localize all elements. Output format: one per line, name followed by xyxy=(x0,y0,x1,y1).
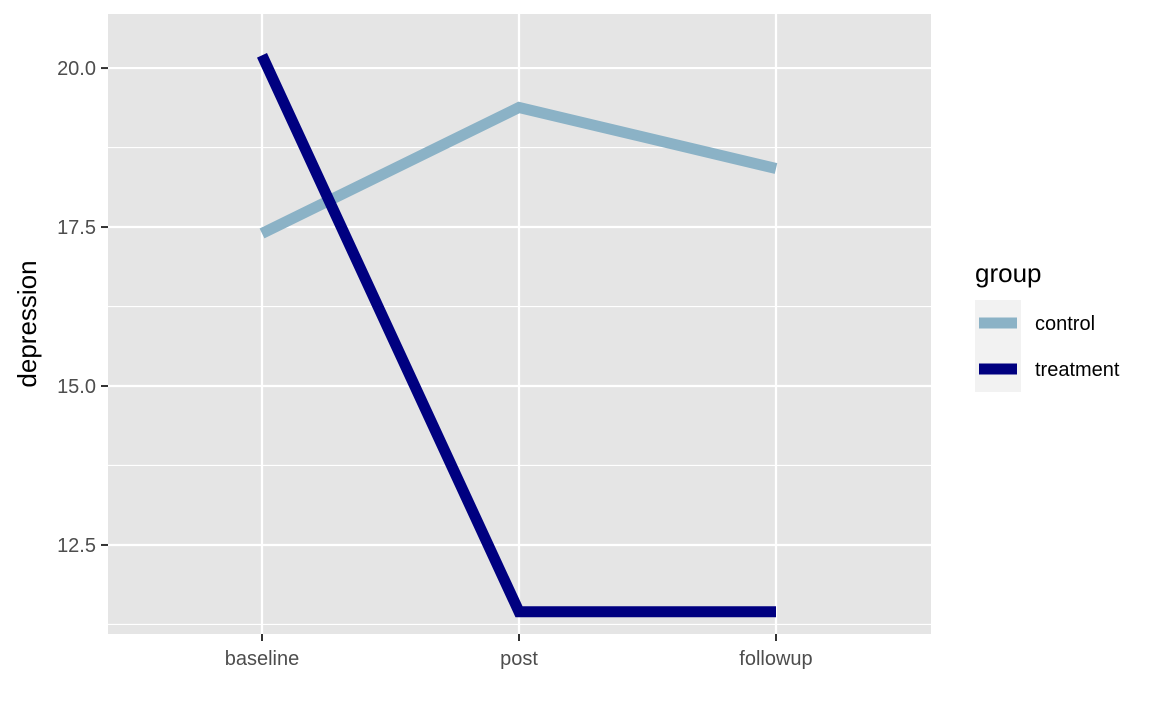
x-tick-label: followup xyxy=(739,648,812,670)
series-line-control xyxy=(259,101,778,239)
legend-title: group xyxy=(975,258,1042,288)
y-axis: 12.5 15.0 17.5 20.0 xyxy=(57,58,108,557)
legend: group control treatment xyxy=(975,258,1120,392)
y-tick-label: 20.0 xyxy=(57,58,96,80)
series-lines xyxy=(257,53,778,618)
series-line-treatment xyxy=(257,53,776,618)
y-tick-label: 12.5 xyxy=(57,535,96,557)
y-tick-label: 15.0 xyxy=(57,376,96,398)
x-axis: baseline post followup xyxy=(225,634,813,670)
legend-label-control: control xyxy=(1035,313,1095,335)
x-tick-label: baseline xyxy=(225,648,300,670)
y-axis-title: depression xyxy=(12,260,42,387)
legend-key-background xyxy=(975,300,1021,392)
legend-label-treatment: treatment xyxy=(1035,359,1120,381)
x-tick-label: post xyxy=(500,648,538,670)
y-tick-label: 17.5 xyxy=(57,217,96,239)
major-gridlines xyxy=(108,14,931,634)
